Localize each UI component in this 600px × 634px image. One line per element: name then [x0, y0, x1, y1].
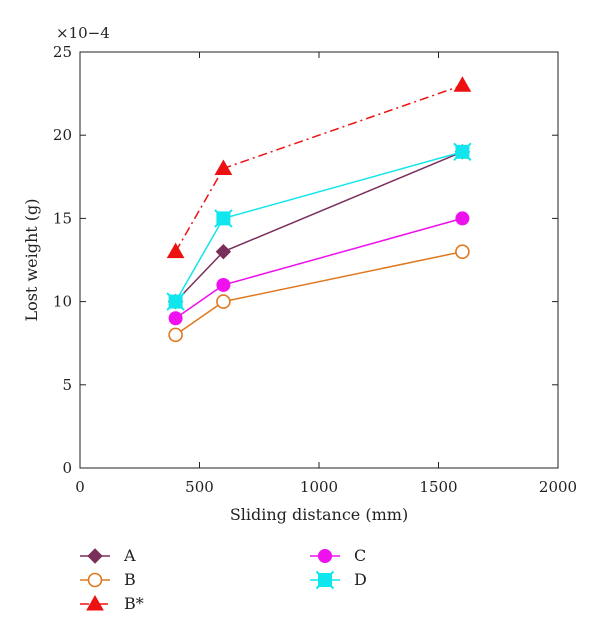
plot-frame: [79, 51, 559, 469]
legend-marker-d-notch: [315, 582, 323, 590]
data-point-d-notch: [465, 154, 472, 162]
legend-marker-d-body: [318, 573, 332, 587]
legend-label-c: C: [354, 546, 366, 565]
legend-label-b: B: [124, 570, 136, 589]
legend-label-a: A: [123, 546, 136, 565]
x-axis: 0 500 1000 1500 2000: [75, 52, 577, 496]
data-point-d-body: [216, 211, 231, 226]
series-b-star: [166, 76, 472, 259]
y-tick-label: 0: [62, 459, 72, 477]
data-point-b-star: [166, 242, 185, 259]
data-point-d-notch: [453, 142, 460, 150]
series-d: [166, 142, 472, 311]
legend-marker-b-star: [86, 594, 104, 611]
y-axis-label: Lost weight (g): [22, 198, 41, 321]
legend-item-b-star: B*: [80, 594, 144, 613]
x-tick-label: 1000: [300, 478, 338, 496]
x-tick-label: 0: [75, 478, 85, 496]
data-point-d-notch: [226, 209, 233, 216]
data-point-d-body: [168, 294, 183, 309]
data-point-a: [215, 243, 232, 260]
legend-item-d: D: [310, 570, 367, 590]
data-point-c: [168, 311, 183, 326]
x-tick-label: 500: [185, 478, 214, 496]
y-axis: 0 5 10 15 20 25: [53, 43, 558, 477]
data-point-d-notch: [465, 142, 472, 150]
data-point-d-notch: [166, 304, 173, 311]
legend-item-a: A: [80, 546, 136, 565]
y-tick-label: 15: [53, 209, 72, 227]
legend-label-b-star: B*: [124, 594, 144, 613]
legend-marker-b: [87, 572, 103, 588]
data-point-d-notch: [166, 292, 173, 299]
data-point-d: [453, 142, 472, 162]
plot-area: [79, 51, 559, 469]
data-point-d-notch: [214, 209, 221, 216]
y-axis-multiplier: ×10−4: [56, 24, 110, 42]
data-point-d: [214, 209, 233, 228]
y-tick-label: 20: [53, 126, 72, 144]
data-point-b: [168, 327, 183, 343]
data-point-d-notch: [178, 304, 185, 311]
legend-marker-d-notch: [327, 582, 335, 590]
series-b: [168, 244, 470, 343]
data-point-d: [166, 292, 185, 311]
legend-marker-d: [315, 570, 335, 590]
data-point-d-notch: [214, 221, 221, 228]
data-point-c: [455, 211, 470, 226]
legend-marker-d-notch: [315, 570, 323, 578]
data-point-c: [216, 277, 231, 292]
legend-item-c: C: [310, 546, 366, 565]
legend-item-b: B: [80, 570, 136, 589]
y-tick-label: 10: [53, 293, 72, 311]
series-a: [167, 144, 471, 310]
data-point-b: [455, 244, 470, 259]
legend-marker-c: [318, 549, 332, 563]
data-point-d-notch: [178, 292, 185, 299]
legend-marker-a: [87, 548, 103, 564]
x-tick-label: 2000: [539, 478, 577, 496]
y-tick-label: 25: [53, 43, 72, 61]
series-layer: [166, 76, 472, 343]
legend-label-d: D: [354, 570, 367, 589]
data-point-d-notch: [453, 154, 460, 162]
x-axis-label: Sliding distance (mm): [230, 505, 408, 524]
data-point-d-notch: [226, 221, 233, 228]
series-line-b: [175, 250, 463, 336]
data-point-b-star: [214, 159, 233, 175]
y-tick-label: 5: [62, 376, 72, 394]
data-point-d-body: [455, 144, 470, 159]
x-tick-label: 1500: [419, 478, 457, 496]
data-point-b-star: [453, 76, 472, 92]
legend-marker-d-notch: [327, 570, 335, 578]
legend: AB B* CD: [80, 546, 367, 613]
series-c: [168, 211, 470, 326]
data-point-b: [216, 294, 231, 309]
